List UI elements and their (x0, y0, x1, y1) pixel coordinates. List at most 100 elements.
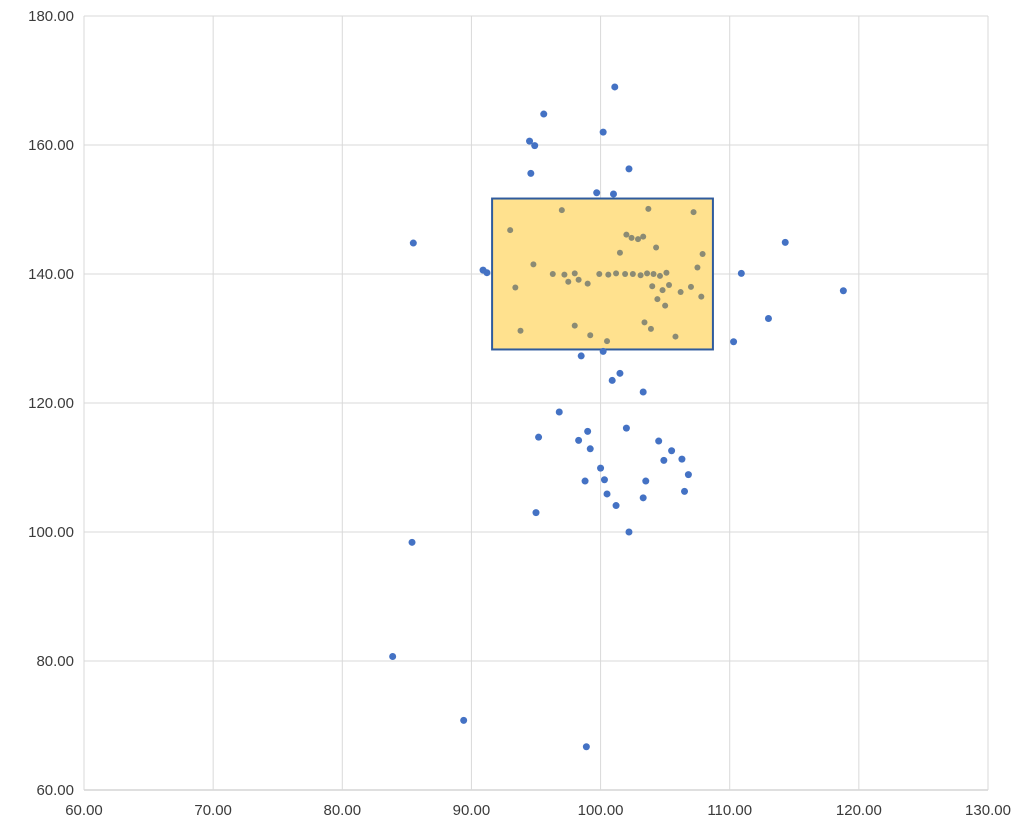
data-point-points-outside-selection (611, 83, 619, 91)
data-point-points-outside-selection (535, 433, 543, 441)
data-point-points-inside-selection (628, 234, 635, 241)
data-point-points-outside-selection (532, 509, 540, 517)
data-point-points-outside-selection (599, 347, 607, 355)
x-tick-label: 80.00 (324, 802, 362, 819)
data-point-points-inside-selection (640, 233, 647, 240)
data-point-points-outside-selection (678, 455, 686, 463)
data-point-points-outside-selection (582, 743, 590, 751)
data-point-points-outside-selection (639, 388, 647, 396)
data-point-points-outside-selection (737, 269, 745, 277)
data-point-points-outside-selection (575, 436, 583, 444)
x-tick-label: 110.00 (707, 802, 752, 819)
data-point-points-inside-selection (654, 296, 661, 303)
data-point-points-outside-selection (483, 269, 491, 277)
data-point-points-outside-selection (639, 494, 647, 502)
data-point-points-outside-selection (612, 502, 620, 510)
x-tick-label: 120.00 (836, 802, 882, 819)
data-point-points-inside-selection (645, 205, 652, 212)
data-point-points-outside-selection (389, 652, 397, 660)
data-point-points-inside-selection (653, 244, 660, 251)
y-tick-label: 160.00 (28, 137, 74, 154)
x-tick-label: 100.00 (578, 802, 624, 819)
data-point-points-outside-selection (660, 456, 668, 464)
data-point-points-inside-selection (644, 270, 651, 277)
data-point-points-outside-selection (608, 376, 616, 384)
data-point-points-outside-selection (764, 315, 772, 323)
y-tick-label: 100.00 (28, 524, 74, 541)
data-point-points-inside-selection (672, 333, 679, 340)
data-point-points-outside-selection (597, 464, 605, 472)
data-point-points-inside-selection (662, 302, 669, 309)
y-tick-label: 80.00 (36, 653, 74, 670)
data-point-points-inside-selection (558, 207, 565, 214)
data-point-points-inside-selection (613, 270, 620, 277)
data-point-points-outside-selection (577, 352, 585, 360)
data-point-points-inside-selection (641, 319, 648, 326)
data-point-points-outside-selection (531, 142, 539, 150)
data-point-points-inside-selection (659, 287, 666, 294)
data-point-points-inside-selection (565, 278, 572, 285)
data-point-points-inside-selection (571, 322, 578, 329)
data-point-points-inside-selection (687, 283, 694, 290)
y-tick-label: 140.00 (28, 266, 74, 283)
data-point-points-inside-selection (530, 261, 537, 268)
data-point-points-inside-selection (584, 280, 591, 287)
data-point-points-outside-selection (684, 471, 692, 479)
data-point-points-inside-selection (690, 209, 697, 216)
data-point-points-outside-selection (642, 477, 650, 485)
data-point-points-inside-selection (616, 249, 623, 256)
y-tick-label: 60.00 (36, 782, 74, 799)
y-tick-label: 180.00 (28, 8, 74, 25)
data-point-points-outside-selection (593, 189, 601, 197)
data-point-points-outside-selection (625, 165, 633, 173)
data-point-points-outside-selection (730, 338, 738, 346)
data-point-points-inside-selection (698, 293, 705, 300)
data-point-points-inside-selection (512, 284, 519, 291)
selection-box[interactable] (491, 197, 714, 351)
data-point-points-outside-selection (681, 487, 689, 495)
y-tick-label: 120.00 (28, 395, 74, 412)
data-point-points-inside-selection (656, 272, 663, 279)
data-point-points-inside-selection (666, 281, 673, 288)
data-point-points-inside-selection (604, 338, 611, 345)
x-tick-label: 90.00 (453, 802, 491, 819)
data-point-points-outside-selection (603, 490, 611, 498)
data-point-points-outside-selection (540, 110, 548, 118)
data-point-points-outside-selection (584, 427, 592, 435)
data-point-points-inside-selection (637, 272, 644, 279)
data-point-points-inside-selection (699, 251, 706, 258)
data-point-points-outside-selection (622, 424, 630, 432)
data-point-points-inside-selection (647, 325, 654, 332)
data-point-points-inside-selection (575, 276, 582, 283)
data-point-points-outside-selection (668, 447, 676, 455)
data-point-points-inside-selection (507, 227, 514, 234)
data-point-points-inside-selection (549, 271, 556, 277)
data-point-points-outside-selection (581, 477, 589, 485)
data-point-points-outside-selection (600, 476, 608, 484)
x-tick-label: 60.00 (65, 802, 103, 819)
data-point-points-inside-selection (629, 271, 636, 277)
data-point-points-inside-selection (517, 327, 524, 334)
data-point-points-outside-selection (408, 538, 416, 546)
data-point-points-inside-selection (622, 271, 629, 277)
data-point-points-outside-selection (839, 287, 847, 295)
data-point-points-outside-selection (555, 408, 563, 416)
data-point-points-inside-selection (677, 289, 684, 296)
data-point-points-inside-selection (694, 264, 701, 271)
data-point-points-outside-selection (609, 190, 617, 198)
data-point-points-inside-selection (561, 271, 568, 278)
data-point-points-outside-selection (781, 238, 789, 246)
data-point-points-outside-selection (527, 169, 535, 177)
data-point-points-inside-selection (571, 270, 578, 277)
data-point-points-outside-selection (616, 369, 624, 377)
data-point-points-outside-selection (526, 137, 534, 145)
x-tick-label: 70.00 (194, 802, 232, 819)
data-point-points-outside-selection (586, 445, 594, 453)
data-point-points-outside-selection (625, 528, 633, 536)
data-point-points-inside-selection (623, 231, 630, 238)
x-tick-label: 130.00 (965, 802, 1011, 819)
data-point-points-inside-selection (650, 271, 657, 277)
data-point-points-inside-selection (596, 271, 603, 277)
